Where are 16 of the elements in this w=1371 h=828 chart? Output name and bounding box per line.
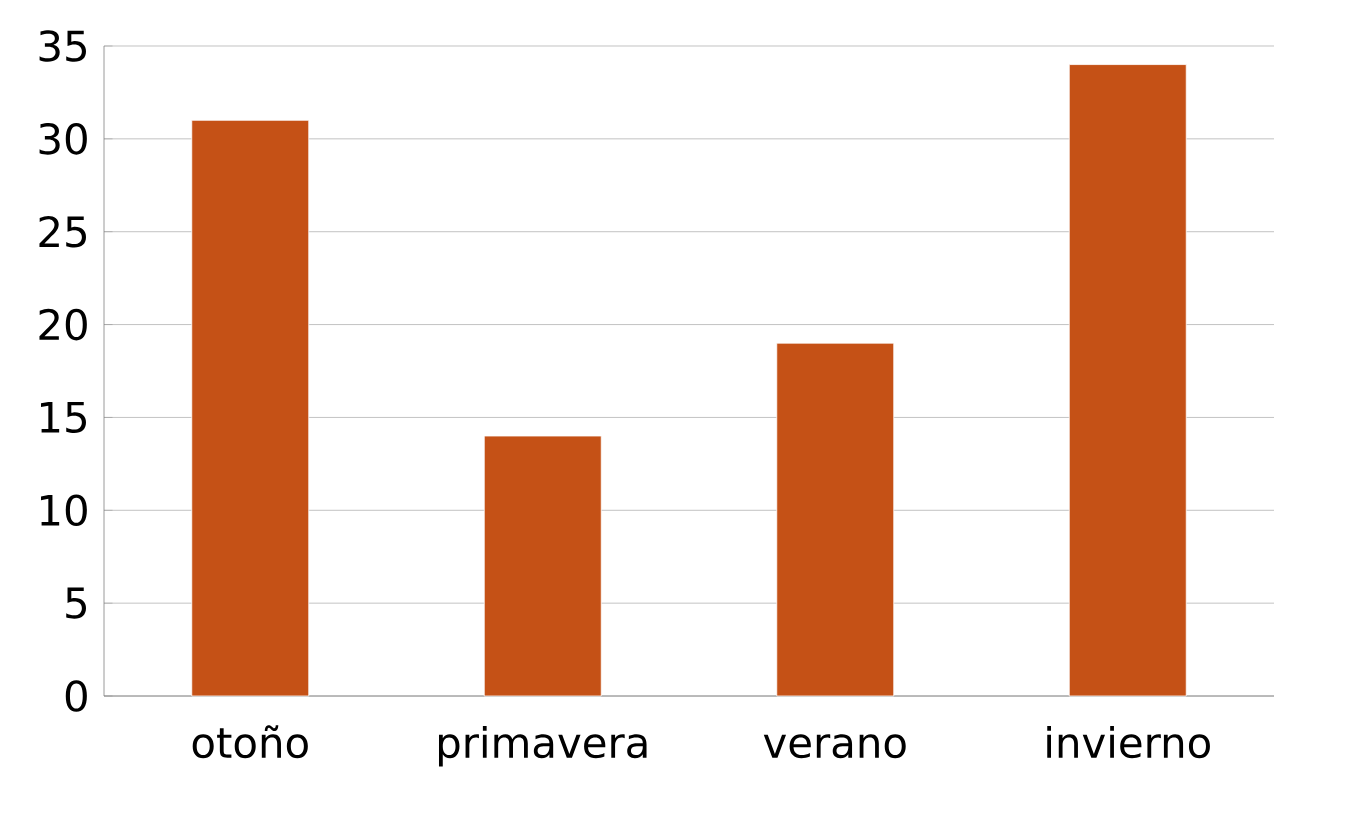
y-tick-label: 20	[39, 308, 87, 341]
x-tick-label: otoño	[192, 725, 308, 759]
bar	[1068, 64, 1187, 697]
x-tick-label: invierno	[1047, 725, 1210, 759]
bar	[191, 119, 310, 697]
x-tick-label: primavera	[438, 725, 647, 767]
y-tick-label: 25	[39, 215, 86, 248]
y-tick-label: 15	[41, 401, 86, 433]
y-tick-label: 10	[41, 494, 87, 527]
y-tick-label: 30	[39, 123, 87, 155]
bar	[483, 435, 602, 697]
x-tick-label: verano	[763, 734, 906, 759]
y-tick-label: 0	[65, 680, 87, 712]
bar	[776, 342, 895, 697]
y-tick-label: 5	[66, 587, 86, 619]
y-tick-label: 35	[39, 30, 86, 62]
